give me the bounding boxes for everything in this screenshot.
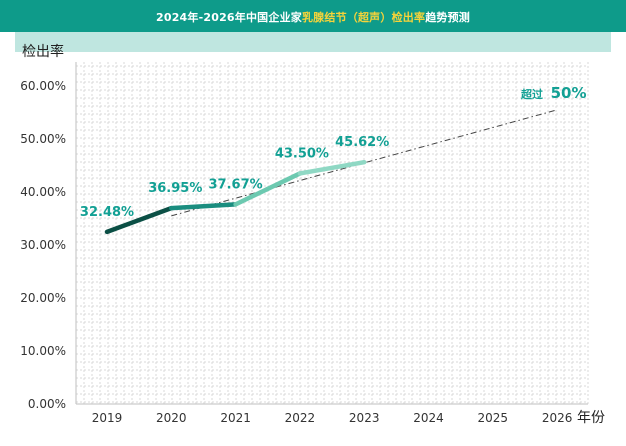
annotation-value: 50% [551, 84, 587, 102]
data-label: 36.95% [148, 181, 202, 196]
axes [75, 62, 588, 405]
data-label: 32.48% [80, 205, 134, 220]
x-tick-label: 2019 [92, 411, 123, 425]
x-tick-labels: 2019 2020 2021 2022 2023 2024 2025 2026 [92, 411, 573, 425]
series-segment [169, 202, 238, 211]
x-tick-label: 2022 [285, 411, 316, 425]
trend-line [171, 109, 558, 217]
x-tick-label: 2020 [156, 411, 187, 425]
title-banner: 2024年-2026年中国企业家乳腺结节（超声）检出率趋势预测 [0, 0, 626, 58]
x-tick-label: 2023 [349, 411, 380, 425]
banner-shape [0, 0, 626, 52]
trend-line-path [171, 109, 558, 217]
y-tick-labels: 0.00% 10.00% 20.00% 30.00% 40.00% 50.00% 60.00… [20, 79, 66, 411]
series-line [104, 159, 367, 235]
x-tick-label: 2024 [413, 411, 444, 425]
annotation-prefix: 超过 [520, 87, 543, 101]
x-axis-label: 年份 [577, 410, 605, 426]
data-label: 37.67% [209, 177, 263, 192]
x-tick-label: 2021 [220, 411, 251, 425]
y-tick-label: 50.00% [20, 132, 66, 146]
annotation-over-50: 超过 50% [520, 83, 586, 102]
y-tick-label: 30.00% [20, 238, 66, 252]
grid [76, 62, 589, 404]
x-tick-label: 2026 [542, 411, 573, 425]
y-tick-label: 10.00% [20, 344, 66, 358]
y-tick-label: 0.00% [28, 397, 66, 411]
data-labels: 32.48% 36.95% 37.67% 43.50% 45.62% [80, 135, 389, 220]
series-segment [104, 205, 174, 235]
series-segment [297, 159, 367, 176]
y-axis-label: 检出率 [22, 43, 64, 60]
title-part1: 2024年-2026年中国企业家 [155, 11, 302, 24]
title-part2: 趋势预测 [425, 11, 470, 24]
x-tick-label: 2025 [478, 411, 509, 425]
y-tick-label: 60.00% [20, 79, 66, 93]
chart-title: 2024年-2026年中国企业家乳腺结节（超声）检出率趋势预测 [0, 9, 626, 25]
banner-bar [0, 0, 626, 32]
data-label: 45.62% [335, 135, 389, 150]
title-highlight: 乳腺结节（超声）检出率 [301, 11, 426, 24]
y-tick-label: 40.00% [20, 185, 66, 199]
data-label: 43.50% [275, 146, 329, 161]
series-segment [233, 171, 303, 207]
y-tick-label: 20.00% [20, 291, 66, 305]
